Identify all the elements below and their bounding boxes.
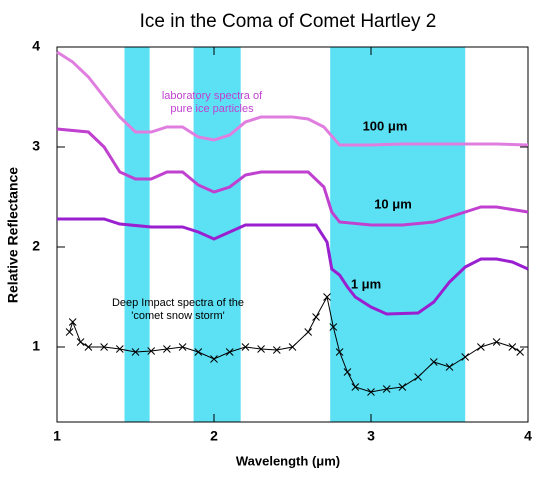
x-tick-label: 1 <box>53 428 61 444</box>
data-marker <box>382 385 391 393</box>
data-marker <box>178 343 187 351</box>
data-marker <box>516 348 525 356</box>
data-marker <box>210 355 218 363</box>
series-label: 1 μm <box>351 276 381 291</box>
annotation: Deep Impact spectra of the <box>112 297 244 309</box>
data-marker <box>100 343 108 351</box>
data-marker <box>147 347 156 355</box>
chart-title: Ice in the Coma of Comet Hartley 2 <box>140 11 437 32</box>
series-line <box>56 127 529 227</box>
series-line <box>56 50 529 147</box>
x-axis-label: Wavelength (μm) <box>236 453 340 468</box>
data-marker <box>257 345 265 353</box>
series-line <box>57 217 529 316</box>
data-marker <box>343 368 352 376</box>
data-marker <box>241 343 250 351</box>
data-marker <box>335 348 344 356</box>
data-marker <box>414 373 422 381</box>
data-marker <box>131 348 140 356</box>
data-marker <box>398 383 407 391</box>
series-label: 100 μm <box>363 118 408 133</box>
data-marker <box>329 323 338 331</box>
annotation: 'comet snow storm' <box>131 310 224 322</box>
plot-frame <box>56 46 529 423</box>
data-marker <box>429 358 438 366</box>
data-marker <box>351 383 360 391</box>
data-marker <box>68 318 77 326</box>
data-marker <box>272 346 281 354</box>
x-tick-label: 4 <box>524 428 532 444</box>
y-tick-label: 1 <box>32 338 40 354</box>
absorption-band <box>124 47 150 422</box>
data-marker <box>304 328 313 336</box>
y-tick-label: 4 <box>32 38 40 54</box>
data-marker <box>115 345 124 353</box>
absorption-band <box>330 47 466 422</box>
data-marker <box>84 343 93 351</box>
data-marker <box>477 343 485 351</box>
y-tick-label: 2 <box>32 238 40 254</box>
annotation: pure ice particles <box>170 103 254 115</box>
data-marker <box>492 338 501 346</box>
data-marker <box>194 348 203 356</box>
annotation: laboratory spectra of <box>162 90 263 102</box>
y-tick-label: 3 <box>32 138 40 154</box>
data-marker <box>65 328 74 336</box>
data-marker <box>288 343 297 351</box>
data-marker <box>508 343 517 351</box>
data-marker <box>225 348 234 356</box>
data-marker <box>445 363 454 371</box>
data-marker <box>312 313 320 321</box>
data-marker <box>76 338 85 346</box>
data-marker <box>163 345 171 353</box>
series-label: 10 μm <box>374 196 412 211</box>
data-marker <box>461 353 470 361</box>
x-tick-label: 3 <box>367 428 375 444</box>
y-axis-label: Relative Reflectance <box>5 167 21 303</box>
x-tick-label: 2 <box>210 428 218 444</box>
data-marker <box>367 388 375 396</box>
data-marker <box>323 293 331 301</box>
